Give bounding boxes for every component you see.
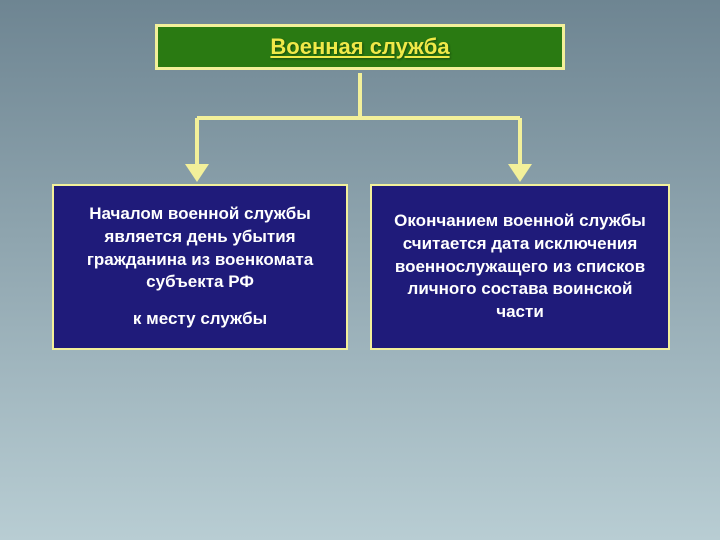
right-box-text: Окончанием военной службы считается дата… bbox=[382, 210, 658, 325]
title-box: Военная служба bbox=[155, 24, 565, 70]
arrow-right-icon bbox=[508, 164, 532, 182]
left-box-main-text: Началом военной службы является день убы… bbox=[64, 203, 336, 295]
title-text: Военная служба bbox=[270, 34, 449, 60]
left-box: Началом военной службы является день убы… bbox=[52, 184, 348, 350]
left-box-sub-text: к месту службы bbox=[133, 308, 267, 331]
arrow-left-icon bbox=[185, 164, 209, 182]
right-box: Окончанием военной службы считается дата… bbox=[370, 184, 670, 350]
